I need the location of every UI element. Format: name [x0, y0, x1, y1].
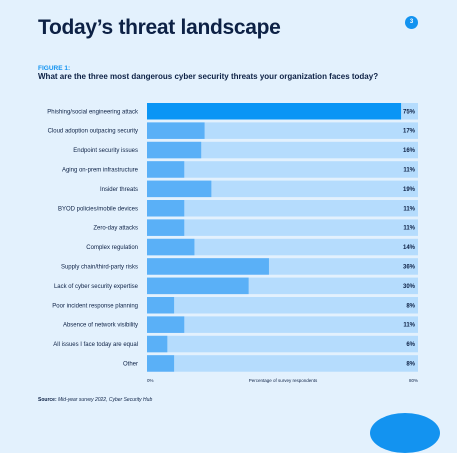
bar-track [147, 200, 418, 217]
bar-chart-bars: Phishing/social engineering attack 75% Clo… [47, 103, 418, 372]
category-label: Phishing/social engineering attack [47, 109, 139, 115]
value-label: 11% [403, 167, 415, 173]
value-label: 14% [403, 245, 416, 251]
source-note: Source: Mid-year survey 2022, Cyber Secu… [38, 397, 152, 403]
category-label: Aging on-prem infrastructure [62, 167, 139, 173]
category-label: BYOD policies/mobile devices [58, 206, 138, 212]
category-label: Endpoint security issues [73, 148, 138, 154]
value-label: 11% [403, 226, 415, 232]
bar-track [147, 180, 418, 198]
bar [147, 335, 168, 353]
category-label: Supply chain/third-party risks [61, 264, 138, 270]
bar [147, 355, 175, 372]
bar-track [147, 161, 418, 178]
page-title: Today’s threat landscape [38, 16, 281, 39]
corner-decoration [370, 413, 440, 453]
bar [147, 316, 185, 333]
bar-track [147, 355, 418, 372]
source-text: Mid-year survey 2022, Cyber Security Hub [58, 397, 153, 403]
value-label: 16% [403, 148, 416, 154]
figure-question: What are the three most dangerous cyber … [38, 72, 379, 81]
page-number-badge: 3 [405, 16, 418, 29]
value-label: 36% [403, 264, 416, 270]
value-label: 8% [406, 361, 415, 367]
source-prefix: Source: [38, 397, 57, 403]
category-label: Cloud adoption outpacing security [48, 129, 138, 135]
bar [147, 258, 269, 275]
bar-track [147, 219, 418, 236]
bar-track [147, 316, 418, 333]
category-label: All issues I face today are equal [53, 342, 138, 348]
bar-chart: Phishing/social engineering attack 75% Clo… [47, 103, 418, 383]
category-label: Insider threats [100, 187, 138, 193]
bar [147, 161, 185, 178]
bar-track [147, 297, 418, 314]
x-axis-label: Percentage of survey respondents [249, 378, 318, 383]
category-label: Complex regulation [86, 245, 138, 251]
x-tick-max: 80% [409, 378, 418, 383]
value-label: 11% [403, 206, 415, 212]
category-label: Poor incident response planning [52, 303, 138, 309]
bar-track [147, 122, 418, 139]
value-label: 30% [403, 284, 416, 290]
bar [147, 219, 185, 236]
value-label: 11% [403, 323, 415, 329]
category-label: Absence of network visibility [63, 323, 138, 329]
value-label: 8% [406, 303, 415, 309]
bar-track [147, 141, 418, 159]
bar-track [147, 238, 418, 256]
bar [147, 200, 185, 217]
value-label: 75% [403, 109, 416, 115]
category-label: Lack of cyber security expertise [54, 284, 139, 290]
bar [147, 297, 175, 314]
bar-track [147, 335, 418, 353]
bar [147, 103, 402, 120]
figure-label: FIGURE 1: [38, 65, 71, 72]
bar [147, 238, 195, 256]
value-label: 17% [403, 129, 416, 135]
bar [147, 180, 212, 198]
x-tick-min: 0% [147, 378, 154, 383]
bar [147, 122, 205, 139]
category-label: Other [123, 361, 138, 367]
bar [147, 141, 202, 159]
value-label: 6% [406, 342, 415, 348]
value-label: 19% [403, 187, 416, 193]
category-label: Zero-day attacks [93, 226, 138, 232]
bar [147, 277, 249, 295]
